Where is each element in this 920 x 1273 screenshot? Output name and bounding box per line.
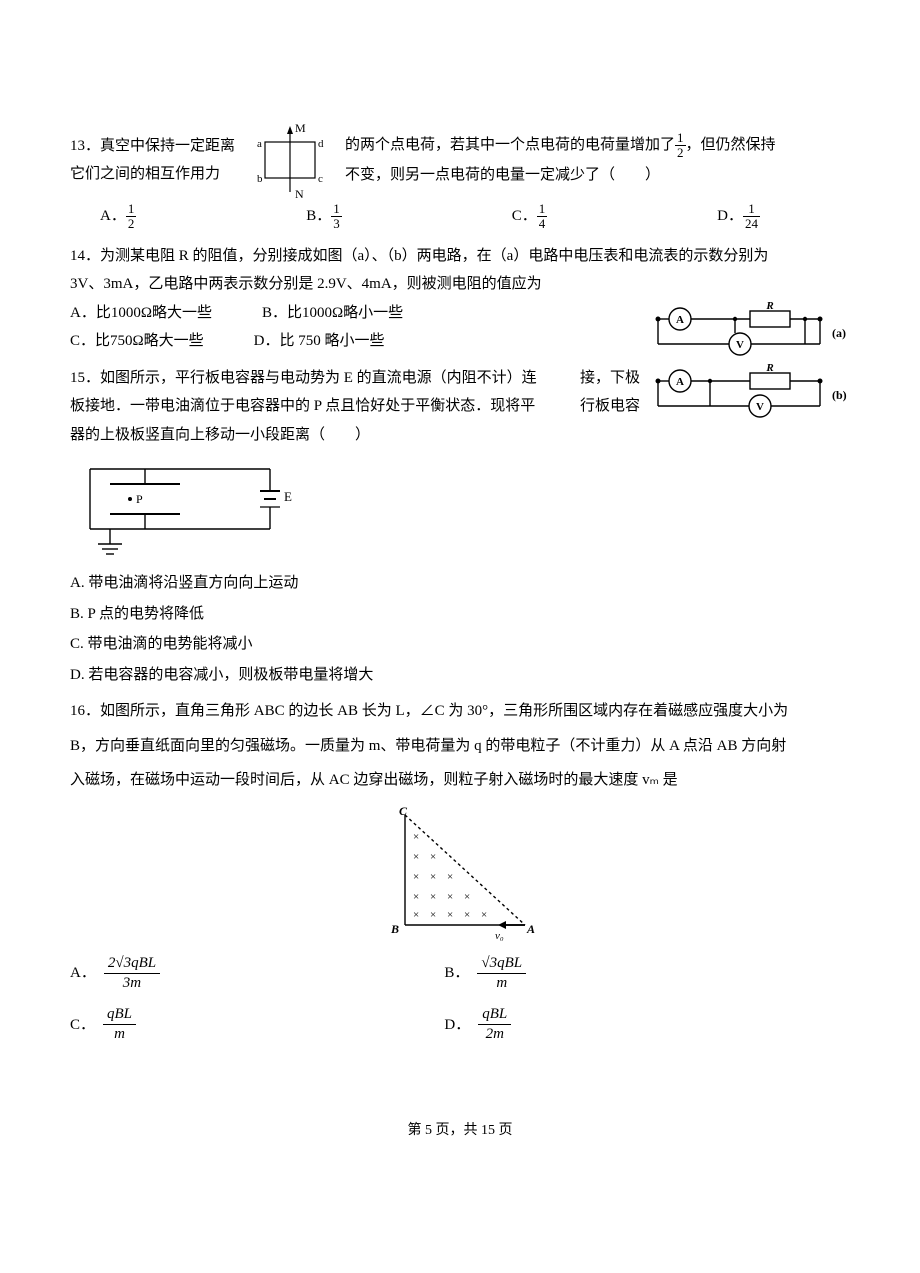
svg-text:×: ×	[447, 891, 453, 903]
svg-text:×: ×	[413, 891, 419, 903]
svg-text:×: ×	[430, 851, 436, 863]
svg-text:c: c	[318, 173, 323, 185]
svg-text:×: ×	[430, 891, 436, 903]
q16-stem2: B，方向垂直纸面向里的匀强磁场。一质量为 m、带电荷量为 q 的带电粒子（不计重…	[70, 732, 850, 761]
svg-text:×: ×	[413, 831, 419, 843]
q16-opt-c[interactable]: C．qBLm	[70, 1006, 444, 1044]
q13-text-d: 它们之间的相互作用力	[70, 166, 220, 182]
svg-text:×: ×	[447, 871, 453, 883]
q16-opt-b[interactable]: B．√3qBLm	[444, 955, 818, 993]
svg-text:×: ×	[413, 871, 419, 883]
svg-text:×: ×	[447, 909, 453, 921]
q15-stem1: 如图所示，平行板电容器与电动势为 E 的直流电源（内阻不计）连	[100, 370, 537, 386]
q14-opt-b[interactable]: B．比1000Ω略小一些	[262, 299, 403, 328]
q13-text-c: ，但仍然保持	[686, 137, 776, 153]
svg-text:V: V	[736, 339, 744, 351]
q15-stem2: 板接地．一带电油滴位于电容器中的 P 点且恰好处于平衡状态．现将平	[70, 398, 535, 414]
svg-text:v₀: v₀	[495, 930, 504, 942]
q13-text-e: 不变，则另一点电荷的电量一定减少了（ ）	[345, 167, 660, 183]
q13-text-a: 真空中保持一定距离	[100, 138, 235, 154]
q14-opt-d[interactable]: D．比 750 略小一些	[254, 327, 385, 356]
q14-num: 14．	[70, 248, 100, 264]
q15-figure: E P	[70, 449, 300, 569]
svg-text:×: ×	[430, 871, 436, 883]
q15-opt-b[interactable]: B. P 点的电势将降低	[70, 600, 850, 629]
svg-text:N: N	[295, 187, 304, 200]
q13-num: 13．	[70, 138, 100, 154]
q16-num: 16．	[70, 703, 100, 719]
q15-stem3: 器的上极板竖直向上移动一小段距离（ ）	[70, 421, 850, 450]
svg-text:R: R	[765, 362, 773, 374]
svg-text:A: A	[676, 376, 684, 388]
svg-text:×: ×	[413, 909, 419, 921]
q16-figure: C B A × × × × × × × × × × × × × × × v₀	[375, 805, 545, 945]
q16-stem1: 如图所示，直角三角形 ABC 的边长 AB 长为 L，∠C 为 30°，三角形所…	[100, 703, 788, 719]
q16-opt-a[interactable]: A．2√3qBL3m	[70, 955, 444, 993]
q14-opt-c[interactable]: C．比750Ω略大一些	[70, 327, 204, 356]
svg-text:×: ×	[430, 909, 436, 921]
q15-num: 15．	[70, 370, 100, 386]
q13-opt-b[interactable]: B．13	[306, 202, 342, 232]
svg-text:R: R	[765, 300, 773, 312]
q14-stem2: 3V、3mA，乙电路中两表示数分别是 2.9V、4mA，则被测电阻的值应为	[70, 270, 850, 299]
svg-text:b: b	[257, 173, 263, 185]
q13-opt-c[interactable]: C．14	[512, 202, 548, 232]
svg-text:d: d	[318, 138, 324, 150]
svg-text:C: C	[399, 805, 408, 818]
q14-opt-a[interactable]: A．比1000Ω略大一些	[70, 299, 212, 328]
q16-stem3: 入磁场，在磁场中运动一段时间后，从 AC 边穿出磁场，则粒子射入磁场时的最大速度…	[70, 766, 850, 795]
svg-text:×: ×	[464, 891, 470, 903]
svg-text:×: ×	[464, 909, 470, 921]
svg-text:B: B	[390, 922, 399, 936]
svg-text:(a): (a)	[832, 326, 846, 340]
svg-text:E: E	[284, 489, 292, 504]
page-footer: 第 5 页，共 15 页	[70, 1118, 850, 1145]
q16-opt-d[interactable]: D．qBL2m	[444, 1006, 818, 1044]
svg-text:×: ×	[481, 909, 487, 921]
svg-text:P: P	[136, 492, 143, 506]
svg-text:A: A	[526, 922, 535, 936]
svg-text:×: ×	[413, 851, 419, 863]
q13-opt-a[interactable]: A．12	[100, 202, 136, 232]
svg-text:(b): (b)	[832, 388, 847, 402]
q13-opt-d[interactable]: D．124	[717, 202, 760, 232]
question-16: 16．如图所示，直角三角形 ABC 的边长 AB 长为 L，∠C 为 30°，三…	[70, 697, 850, 1058]
question-13: 13．真空中保持一定距离 它们之间的相互作用力 M N a d b c 的两个点…	[70, 120, 850, 232]
q15-opt-a[interactable]: A. 带电油滴将沿竖直方向向上运动	[70, 569, 850, 598]
q13-text-b: 的两个点电荷，若其中一个点电荷的电荷量增加了	[345, 137, 675, 153]
svg-text:M: M	[295, 121, 306, 135]
q15-opt-c[interactable]: C. 带电油滴的电势能将减小	[70, 630, 850, 659]
svg-text:V: V	[756, 401, 764, 413]
svg-text:a: a	[257, 138, 262, 150]
q13-figure: M N a d b c	[235, 120, 345, 200]
svg-text:A: A	[676, 314, 684, 326]
q14-figure: A R V (a)	[650, 299, 850, 419]
q14-stem: 为测某电阻 R 的阻值，分别接成如图（a）、（b）两电路，在（a）电路中电压表和…	[100, 248, 768, 264]
question-14: 14．为测某电阻 R 的阻值，分别接成如图（a）、（b）两电路，在（a）电路中电…	[70, 242, 850, 356]
q15-opt-d[interactable]: D. 若电容器的电容减小，则极板带电量将增大	[70, 661, 850, 690]
